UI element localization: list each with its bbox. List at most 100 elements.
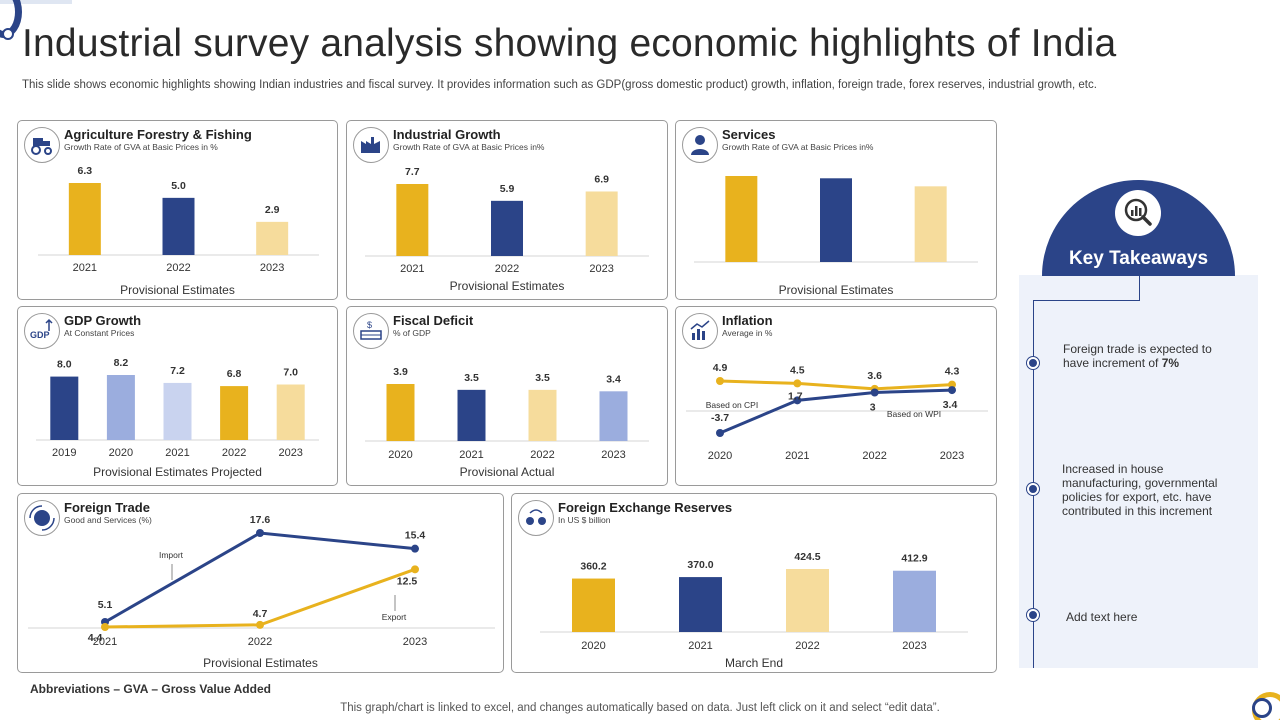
x-tick-label: 2022 bbox=[248, 636, 272, 648]
data-label: 3.4 bbox=[943, 399, 958, 411]
data-label: 7.0 bbox=[283, 367, 298, 379]
x-tick-label: 2022 bbox=[495, 263, 519, 275]
services-chart bbox=[694, 176, 978, 263]
services-subtitle: Growth Rate of GVA at Basic Prices in% bbox=[722, 142, 874, 152]
industrial-title: Industrial Growth bbox=[393, 127, 501, 142]
bar[interactable] bbox=[679, 577, 722, 632]
x-tick-label: 2023 bbox=[940, 450, 964, 462]
data-label: 4.3 bbox=[945, 366, 960, 378]
x-tick-label: 2022 bbox=[795, 640, 819, 652]
magnifier-chart-icon bbox=[1115, 190, 1161, 236]
currency-exchange-icon bbox=[518, 500, 554, 536]
x-tick-label: 2022 bbox=[530, 449, 554, 461]
data-point[interactable] bbox=[716, 429, 724, 437]
data-point[interactable] bbox=[256, 529, 264, 537]
bar[interactable] bbox=[457, 389, 486, 441]
fiscal-panel[interactable]: $ Fiscal Deficit % of GDP 3.9 2020 3.5 2021… bbox=[346, 306, 668, 486]
x-tick-label: 2022 bbox=[222, 447, 246, 459]
data-point[interactable] bbox=[411, 565, 419, 574]
foreign-trade-panel[interactable]: Foreign Trade Good and Services (%) 2021… bbox=[17, 493, 504, 673]
data-point[interactable] bbox=[716, 377, 724, 385]
corner-decor-ring-inner bbox=[1252, 698, 1272, 718]
x-tick-label: 2021 bbox=[93, 636, 117, 648]
data-label: 412.9 bbox=[901, 553, 927, 565]
x-tick-label: 2023 bbox=[278, 447, 302, 459]
bar[interactable] bbox=[50, 376, 79, 440]
fiscal-title: Fiscal Deficit bbox=[393, 313, 474, 328]
inflation-panel[interactable]: Inflation Average in % 2020 2021 2022 2023 4… bbox=[675, 306, 997, 486]
services-panel[interactable]: Services Growth Rate of GVA at Basic Pri… bbox=[675, 120, 997, 300]
page-title: Industrial survey analysis showing econo… bbox=[22, 22, 1117, 65]
gdp-panel[interactable]: GDP GDP Growth At Constant Prices 8.0 201… bbox=[17, 306, 338, 486]
x-tick-label: 2021 bbox=[73, 262, 97, 274]
gdp-chart: 8.0 2019 8.2 2020 7.2 2021 6.8 2022 7.0 2023 bbox=[36, 357, 319, 459]
data-point[interactable] bbox=[256, 620, 264, 629]
takeaways-connector-h bbox=[1033, 300, 1140, 301]
takeaways-title: Key Takeaways bbox=[1068, 248, 1209, 269]
data-point[interactable] bbox=[793, 379, 802, 388]
bar[interactable] bbox=[106, 375, 135, 440]
bar[interactable] bbox=[220, 386, 249, 440]
agriculture-footer: Provisional Estimates bbox=[120, 283, 235, 297]
fiscal-subtitle: % of GDP bbox=[393, 328, 431, 338]
takeaways-header: Key Takeaways bbox=[1042, 180, 1235, 276]
bar[interactable] bbox=[893, 570, 936, 632]
bar[interactable] bbox=[163, 382, 192, 440]
bar[interactable] bbox=[68, 183, 101, 255]
bar[interactable] bbox=[725, 176, 758, 262]
takeaways-panel bbox=[1019, 275, 1258, 668]
x-tick-label: 2023 bbox=[601, 449, 625, 461]
x-tick-label: 2020 bbox=[109, 447, 133, 459]
data-label: 15.4 bbox=[405, 530, 426, 542]
bar[interactable] bbox=[585, 191, 618, 256]
bar[interactable] bbox=[820, 178, 852, 262]
data-label: 5.1 bbox=[98, 599, 113, 611]
data-label: 2.9 bbox=[265, 204, 280, 216]
data-point[interactable] bbox=[411, 544, 419, 553]
footnote: This graph/chart is linked to excel, and… bbox=[340, 702, 940, 714]
industrial-chart: 7.7 2021 5.9 2022 6.9 2023 bbox=[365, 166, 649, 275]
agriculture-panel[interactable]: Agriculture Forestry & Fishing Growth Ra… bbox=[17, 120, 338, 300]
forex-panel[interactable]: Foreign Exchange Reserves In US $ billio… bbox=[511, 493, 997, 673]
data-point[interactable] bbox=[101, 623, 109, 631]
data-label: 12.5 bbox=[397, 575, 418, 587]
bar[interactable] bbox=[786, 569, 829, 632]
industrial-panel[interactable]: Industrial Growth Growth Rate of GVA at … bbox=[346, 120, 668, 300]
bar[interactable] bbox=[396, 184, 429, 256]
bar[interactable] bbox=[386, 384, 415, 441]
data-label: -3.7 bbox=[711, 412, 729, 424]
data-label: 360.2 bbox=[580, 561, 606, 573]
bar[interactable] bbox=[572, 578, 615, 632]
foreign-trade-title: Foreign Trade bbox=[64, 500, 150, 515]
agriculture-title: Agriculture Forestry & Fishing bbox=[64, 127, 252, 142]
takeaway-item-1-text: Foreign trade is expected to have increm… bbox=[1063, 342, 1212, 370]
bar[interactable] bbox=[914, 186, 947, 262]
x-tick-label: 2019 bbox=[52, 447, 76, 459]
bar[interactable] bbox=[599, 391, 628, 441]
bar[interactable] bbox=[256, 221, 289, 255]
data-label: 7.2 bbox=[170, 365, 185, 377]
globe-exchange-icon bbox=[24, 500, 60, 536]
data-point[interactable] bbox=[793, 396, 802, 405]
x-tick-label: 2021 bbox=[400, 263, 424, 275]
data-point[interactable] bbox=[948, 386, 956, 395]
data-label: 370.0 bbox=[687, 559, 713, 571]
bar[interactable] bbox=[528, 389, 557, 441]
page-subtitle: This slide shows economic highlights sho… bbox=[22, 79, 1097, 91]
foreign-trade-chart: 2021 2022 2023 5.1 17.6 15.4 4.4 4.7 12.5 Import E… bbox=[28, 514, 495, 648]
bar[interactable] bbox=[491, 200, 523, 256]
corner-decor-dot bbox=[2, 28, 14, 40]
x-tick-label: 2022 bbox=[862, 450, 886, 462]
bar[interactable] bbox=[276, 384, 305, 440]
data-point[interactable] bbox=[870, 388, 879, 397]
series-line bbox=[719, 388, 953, 435]
data-label: 1.7 bbox=[788, 390, 803, 402]
industrial-subtitle: Growth Rate of GVA at Basic Prices in% bbox=[393, 142, 545, 152]
data-label: 5.0 bbox=[171, 180, 186, 192]
tractor-icon bbox=[24, 127, 60, 163]
gdp-footer: Provisional Estimates Projected bbox=[93, 465, 262, 479]
x-tick-label: 2020 bbox=[388, 449, 412, 461]
series-line bbox=[719, 379, 953, 391]
bar[interactable] bbox=[162, 197, 195, 255]
